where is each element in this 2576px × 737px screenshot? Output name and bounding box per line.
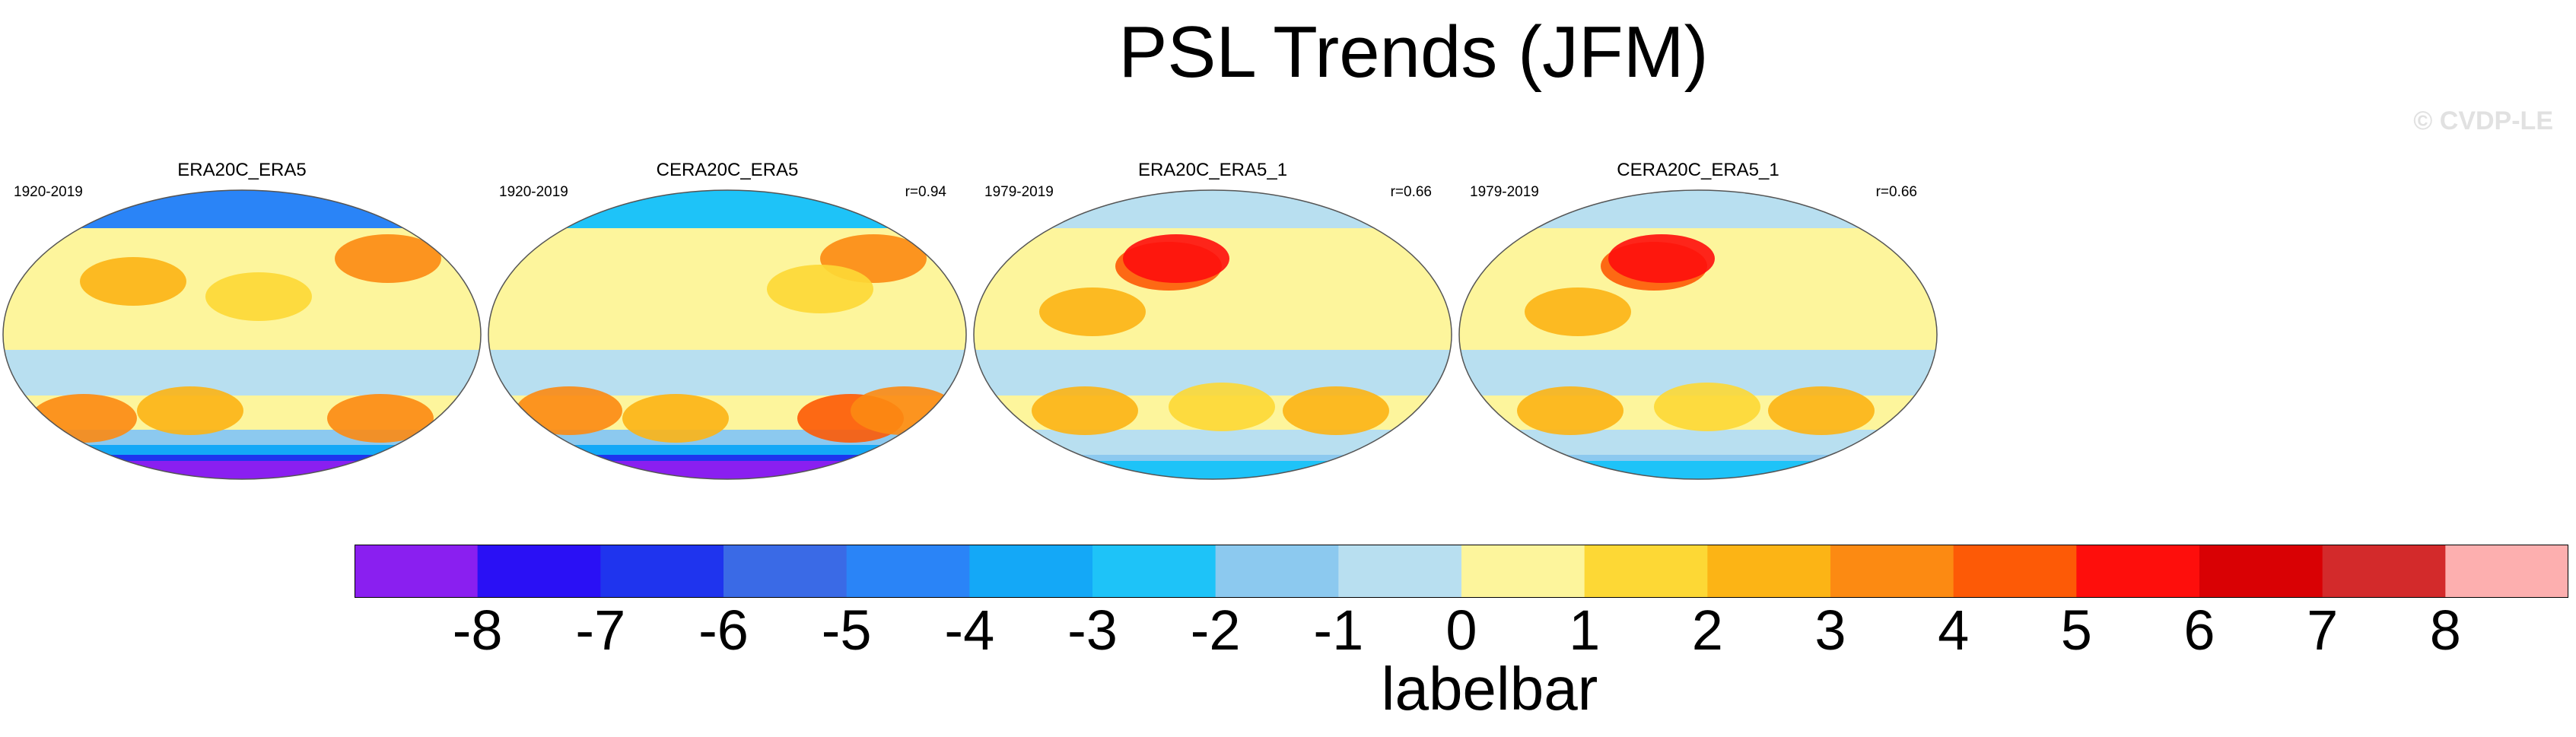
panel-correlation: r=0.94 bbox=[905, 184, 946, 200]
colorbar-swatch bbox=[724, 545, 848, 598]
colorbar-tick-label: 6 bbox=[2183, 599, 2215, 662]
colorbar-tick-label: -6 bbox=[698, 599, 749, 662]
colorbar-swatch bbox=[2199, 545, 2323, 598]
colorbar-tick-label: 0 bbox=[1445, 599, 1477, 662]
panel-years: 1979-2019 bbox=[1470, 184, 1539, 200]
colorbar-swatch bbox=[2076, 545, 2200, 598]
colorbar-swatch bbox=[477, 545, 601, 598]
colorbar-tick-label: 4 bbox=[1938, 599, 1970, 662]
colorbar-tick-label: -8 bbox=[452, 599, 503, 662]
colorbar-tick-label: 3 bbox=[1814, 599, 1846, 662]
colorbar-swatch bbox=[846, 545, 970, 598]
colorbar-swatch bbox=[1215, 545, 1339, 598]
colorbar-swatch bbox=[1338, 545, 1462, 598]
colorbar-tick-label: -5 bbox=[821, 599, 872, 662]
colorbar bbox=[355, 545, 2568, 598]
panel-title: CERA20C_ERA5 bbox=[656, 160, 799, 180]
colorbar-tick-label: 2 bbox=[1691, 599, 1723, 662]
map-plot bbox=[973, 189, 1452, 480]
panel-correlation: r=0.66 bbox=[1875, 184, 1917, 200]
colorbar-swatch bbox=[1953, 545, 2077, 598]
colorbar-swatch bbox=[600, 545, 724, 598]
colorbar-swatch bbox=[1830, 545, 1954, 598]
colorbar-swatch bbox=[1092, 545, 1216, 598]
map-panel-2: CERA20C_ERA5 1920-2019 r=0.94 bbox=[485, 152, 969, 487]
figure-title: PSL Trends (JFM) bbox=[0, 11, 2576, 94]
colorbar-swatch bbox=[1707, 545, 1831, 598]
map-outline bbox=[488, 189, 967, 480]
colorbar-tick-label: 7 bbox=[2307, 599, 2339, 662]
map-plot bbox=[488, 189, 967, 480]
panel-years: 1979-2019 bbox=[984, 184, 1054, 200]
colorbar-ticks: -8 -7 -6 -5 -4 -3 -2 -1 0 1 2 3 4 5 6 7 8 bbox=[355, 598, 2568, 674]
panel-title: ERA20C_ERA5_1 bbox=[1137, 160, 1288, 180]
panel-correlation: r=0.66 bbox=[1390, 184, 1432, 200]
colorbar-swatch bbox=[2445, 545, 2568, 598]
colorbar-tick-label: -2 bbox=[1190, 599, 1241, 662]
map-panel-3: ERA20C_ERA5_1 1979-2019 r=0.66 bbox=[971, 152, 1455, 487]
colorbar-swatch bbox=[2322, 545, 2446, 598]
colorbar-tick-label: -7 bbox=[575, 599, 626, 662]
colorbar-tick-label: 5 bbox=[2060, 599, 2092, 662]
map-outline bbox=[973, 189, 1452, 480]
figure-title-text: PSL Trends (JFM) bbox=[1118, 11, 1709, 93]
colorbar-swatch bbox=[969, 545, 1093, 598]
map-outline bbox=[1458, 189, 1938, 480]
panel-title: ERA20C_ERA5 bbox=[177, 160, 307, 180]
colorbar-title-text: labelbar bbox=[1381, 655, 1598, 723]
colorbar-swatch bbox=[355, 545, 479, 598]
map-plot bbox=[2, 189, 482, 480]
map-panel-1: ERA20C_ERA5 1920-2019 bbox=[0, 152, 484, 487]
colorbar-title: labelbar bbox=[0, 654, 2576, 724]
colorbar-tick-label: -4 bbox=[944, 599, 995, 662]
colorbar-swatch bbox=[1584, 545, 1708, 598]
colorbar-swatch bbox=[1461, 545, 1585, 598]
panel-years: 1920-2019 bbox=[14, 184, 83, 200]
panel-years: 1920-2019 bbox=[499, 184, 568, 200]
colorbar-tick-label: 1 bbox=[1569, 599, 1601, 662]
colorbar-tick-label: -1 bbox=[1313, 599, 1364, 662]
map-outline bbox=[2, 189, 482, 480]
credit-watermark: © CVDP-LE bbox=[2413, 106, 2553, 135]
panel-title: CERA20C_ERA5_1 bbox=[1617, 160, 1779, 180]
map-plot bbox=[1458, 189, 1938, 480]
colorbar-tick-label: 8 bbox=[2429, 599, 2461, 662]
colorbar-tick-label: -3 bbox=[1067, 599, 1118, 662]
map-panel-4: CERA20C_ERA5_1 1979-2019 r=0.66 bbox=[1456, 152, 1940, 487]
